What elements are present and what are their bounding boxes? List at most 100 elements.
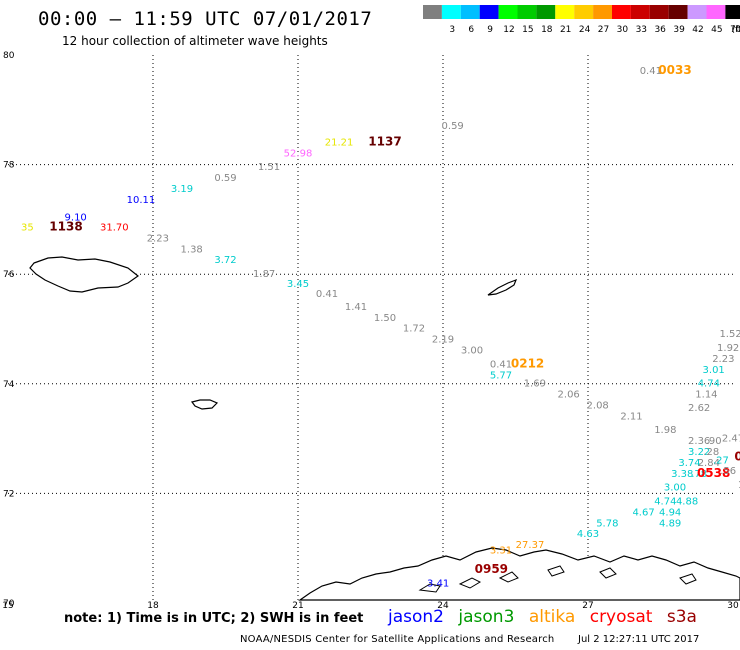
wave-height-label: .27 (713, 455, 729, 466)
pass-time-label: 1138 (49, 219, 82, 233)
x-tick-label: 24 (437, 601, 449, 611)
colorbar-swatch (536, 5, 556, 19)
wave-height-label: 1.41 (345, 302, 367, 313)
wave-height-label: 1.38 (181, 244, 203, 255)
wave-height-label: 1.92 (717, 343, 739, 354)
wave-height-label: 5.77 (490, 370, 512, 381)
wave-height-label: 3.01 (703, 365, 725, 376)
y-tick-label: 74 (3, 380, 15, 390)
y-tick-label: 78 (3, 161, 15, 171)
satellite-legend: jason2 jason3 altika cryosat s3a (388, 607, 706, 627)
y-tick-label: 80 (3, 51, 15, 61)
wave-height-label: 0.59 (214, 173, 236, 184)
wave-height-label: 1.14 (695, 390, 717, 401)
colorbar-tick-label: 39 (673, 25, 685, 35)
colorbar-swatch (460, 5, 480, 19)
wave-height-label: 2.06 (558, 390, 580, 401)
colorbar-swatch (649, 5, 669, 19)
timestamp-text: Jul 2 12:27:11 UTC 2017 (578, 634, 700, 645)
wave-height-label: 4.63 (577, 529, 599, 540)
wave-height-label: 27.37 (516, 540, 545, 551)
x-tick-label: 15 (2, 601, 13, 611)
x-tick-label: 21 (292, 601, 303, 611)
wave-height-label: 4.88 (676, 496, 698, 507)
wave-height-label: 4.74 (654, 496, 676, 507)
wave-height-label: 10.11 (127, 195, 156, 206)
wave-height-label: 3.72 (214, 255, 236, 266)
colorbar-swatch (441, 5, 461, 19)
wave-height-label: 3.00 (664, 483, 686, 494)
colorbar-swatch (517, 5, 537, 19)
colorbar-tick-label: 12 (503, 25, 514, 35)
colorbar-tick-label: 15 (522, 25, 533, 35)
colorbar-swatch (706, 5, 726, 19)
bear-island (190, 399, 219, 410)
wave-height-label: 1.72 (403, 324, 425, 335)
colorbar-tick-label: 24 (579, 25, 591, 35)
wave-height-label: 2.47 (722, 433, 740, 444)
wave-height-label: 2.84 (698, 458, 720, 469)
notes-text: note: 1) Time is in UTC; 2) SWH is in fe… (64, 611, 364, 626)
wave-height-label: .90 (706, 436, 722, 447)
wave-height-label: 3.31 (490, 546, 512, 557)
wave-height-label: 1.87 (253, 269, 275, 280)
colorbar-tick-label: 70 (730, 25, 740, 35)
wave-height-label: 2.23 (712, 354, 734, 365)
wave-height-label: 2.36 (688, 436, 710, 447)
wave-height-label: 1. (738, 480, 740, 491)
wave-height-label: 1.98 (654, 425, 676, 436)
wave-height-label: 2.19 (432, 335, 454, 346)
wave-height-label: 21.21 (325, 137, 354, 148)
colorbar-swatch (630, 5, 650, 19)
wave-height-label: 3.22 (688, 447, 710, 458)
satellite-label: cryosat (589, 607, 653, 627)
svalbard-west-coast (29, 256, 140, 293)
colorbar-swatch (668, 5, 688, 19)
colorbar-swatch (612, 5, 631, 19)
wave-height-label: 1.69 (524, 379, 546, 390)
wave-height-label: 3.41 (427, 579, 449, 590)
x-tick-label: 27 (582, 601, 593, 611)
colorbar-tick-label: 30 (617, 25, 629, 35)
wave-height-label: .56 (720, 466, 736, 477)
wave-height-label: 2.23 (147, 233, 169, 244)
pass-time-label: 0212 (511, 356, 544, 370)
wave-height-label: 31.70 (100, 222, 129, 233)
pass-time-label: 09 (734, 450, 740, 464)
chart-title: 00:00 – 11:59 UTC 07/01/2017 (38, 8, 373, 30)
wave-height-label: 3.74 (678, 458, 700, 469)
wave-height-label: 0.41 (490, 359, 512, 370)
axis-ticks: 15 18 21 24 27 30 70 72 74 76 78 80 (2, 51, 739, 611)
y-tick-label: 76 (3, 270, 15, 280)
wave-height-label: 1.51 (258, 162, 280, 173)
colorbar-swatch (725, 5, 740, 19)
coastline (29, 256, 740, 601)
wave-height-label: .28 (703, 447, 719, 458)
pass-time-label: 0033 (658, 63, 691, 77)
wave-height-label: .78 (691, 469, 707, 480)
colorbar-swatch (687, 5, 707, 19)
norway-coast (298, 547, 740, 601)
satellite-label: s3a (666, 607, 697, 627)
y-tick-label: 72 (3, 489, 14, 499)
colorbar-tick-label: 36 (654, 25, 666, 35)
pass-time-label: 0538 (697, 466, 730, 480)
wave-height-label: 4.89 (659, 518, 681, 529)
wave-height-label: 2.62 (688, 403, 710, 414)
credit-text: NOAA/NESDIS Center for Satellite Applica… (240, 634, 555, 645)
wave-height-label: 3.38 (671, 469, 693, 480)
colorbar-tick-label: 9 (487, 25, 493, 35)
kong-karls-land (487, 278, 518, 296)
pass-time-label: 0959 (475, 562, 508, 576)
wave-height-label: 4.94 (659, 507, 681, 518)
wave-height-label: 0.41 (640, 66, 662, 77)
colorbar-tick-label: 27 (598, 25, 609, 35)
colorbar-swatch (574, 5, 594, 19)
satellite-label: jason2 (388, 607, 444, 627)
colorbar-swatch (423, 5, 442, 19)
colorbar-unit: (ft) (732, 25, 740, 35)
wave-height-label: 52.98 (284, 148, 313, 159)
satellite-label: jason3 (458, 607, 515, 627)
